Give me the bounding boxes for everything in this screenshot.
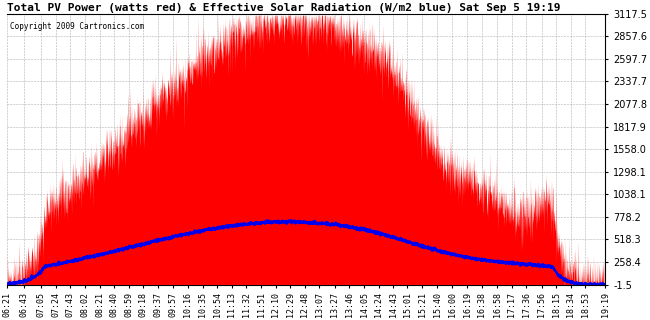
Text: Copyright 2009 Cartronics.com: Copyright 2009 Cartronics.com [10,22,144,31]
Text: Total PV Power (watts red) & Effective Solar Radiation (W/m2 blue) Sat Sep 5 19:: Total PV Power (watts red) & Effective S… [7,3,561,13]
